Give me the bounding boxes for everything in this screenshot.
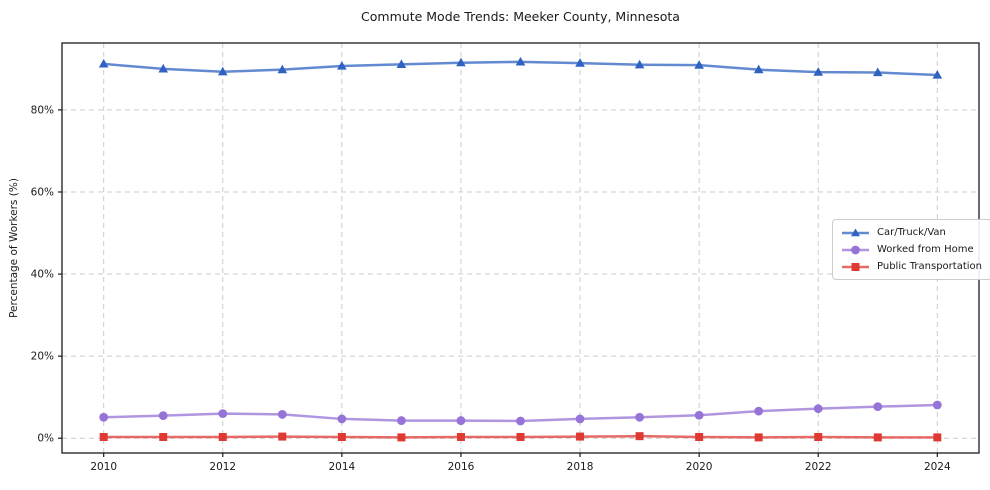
triangle-marker bbox=[813, 67, 824, 76]
circle-marker bbox=[873, 402, 883, 412]
square-marker bbox=[576, 432, 585, 441]
circle-marker bbox=[218, 409, 228, 419]
y-tick-label: 80% bbox=[31, 104, 54, 116]
triangle-marker bbox=[575, 58, 585, 67]
x-tick-label: 2024 bbox=[924, 461, 951, 473]
triangle-marker bbox=[337, 60, 347, 70]
triangle-marker bbox=[872, 67, 883, 77]
square-marker bbox=[933, 433, 942, 442]
triangle-marker bbox=[396, 59, 407, 68]
x-tick-label: 2014 bbox=[328, 461, 355, 473]
circle-marker bbox=[397, 416, 406, 425]
chart-title: Commute Mode Trends: Meeker County, Minn… bbox=[361, 9, 680, 24]
triangle-marker bbox=[277, 64, 288, 74]
triangle-marker bbox=[515, 56, 526, 66]
square-marker bbox=[397, 433, 406, 442]
circle-marker bbox=[456, 416, 466, 425]
square-marker bbox=[695, 432, 704, 441]
x-tick-label: 2022 bbox=[805, 461, 832, 473]
triangle-marker bbox=[158, 63, 169, 73]
triangle-marker bbox=[694, 60, 704, 69]
square-marker-icon bbox=[842, 262, 869, 271]
circle-marker bbox=[337, 414, 347, 424]
x-tick-label: 2012 bbox=[209, 461, 236, 473]
circle-marker bbox=[516, 416, 525, 426]
legend-label: Worked from Home bbox=[877, 244, 974, 255]
legend-item-car-truck-van: Car/Truck/Van bbox=[841, 224, 982, 241]
triangle-marker bbox=[217, 66, 228, 76]
circle-marker bbox=[158, 411, 168, 421]
square-marker bbox=[159, 432, 168, 441]
square-marker bbox=[873, 433, 882, 442]
x-tick-label: 2010 bbox=[90, 461, 117, 473]
square-marker bbox=[635, 432, 644, 441]
y-tick-label: 40% bbox=[31, 269, 54, 281]
square-marker bbox=[218, 432, 227, 441]
legend: Car/Truck/Van Worked from Home Public Tran… bbox=[832, 219, 990, 280]
triangle-marker bbox=[634, 59, 645, 69]
x-tick-label: 2020 bbox=[686, 461, 713, 473]
circle-marker bbox=[813, 404, 823, 414]
x-tick-label: 2016 bbox=[448, 461, 475, 473]
circle-marker bbox=[932, 400, 942, 410]
circle-marker bbox=[277, 410, 287, 419]
legend-item-worked-from-home: Worked from Home bbox=[841, 241, 982, 258]
triangle-marker bbox=[932, 70, 943, 79]
legend-label: Public Transportation bbox=[877, 261, 982, 272]
triangle-marker-icon bbox=[842, 228, 869, 236]
legend-item-public-transportation: Public Transportation bbox=[841, 258, 982, 275]
circle-marker bbox=[694, 410, 704, 420]
square-marker bbox=[99, 432, 108, 441]
y-tick-label: 60% bbox=[31, 186, 54, 198]
triangle-marker bbox=[98, 58, 109, 68]
legend-label: Car/Truck/Van bbox=[877, 227, 946, 238]
y-tick-label: 0% bbox=[37, 433, 54, 445]
square-marker bbox=[456, 432, 465, 441]
y-tick-label: 20% bbox=[31, 351, 54, 363]
square-marker bbox=[278, 432, 287, 441]
square-marker bbox=[516, 432, 525, 441]
circle-marker bbox=[635, 412, 644, 422]
square-marker bbox=[754, 433, 763, 442]
circle-marker bbox=[575, 414, 585, 424]
circle-marker bbox=[99, 412, 109, 422]
triangle-marker bbox=[753, 64, 764, 74]
square-marker bbox=[814, 432, 823, 441]
circle-marker bbox=[754, 406, 764, 416]
x-tick-label: 2018 bbox=[567, 461, 594, 473]
circle-marker-icon bbox=[842, 245, 869, 254]
triangle-marker bbox=[456, 57, 466, 67]
square-marker bbox=[337, 432, 346, 441]
